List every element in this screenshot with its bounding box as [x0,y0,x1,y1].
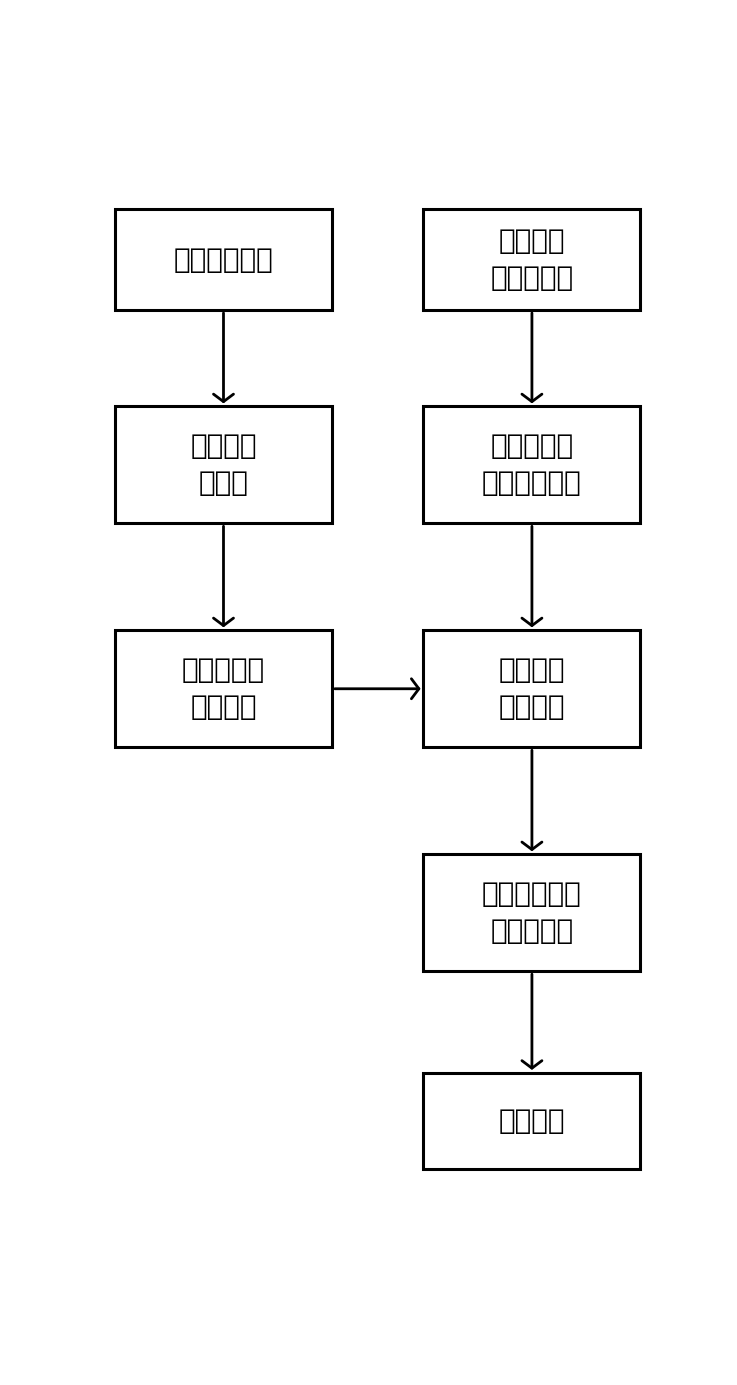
Text: 炼厂调和
组分数据库: 炼厂调和 组分数据库 [490,227,573,292]
Text: 构建调和
优化模型: 构建调和 优化模型 [499,656,565,722]
Text: 汽油总分子库: 汽油总分子库 [174,245,273,273]
FancyBboxPatch shape [423,630,640,748]
Text: 约束空间逐步
缩小法求解: 约束空间逐步 缩小法求解 [482,881,581,945]
FancyBboxPatch shape [423,1072,640,1169]
FancyBboxPatch shape [115,630,332,748]
Text: 特征匹配法
智能筛选组分: 特征匹配法 智能筛选组分 [482,432,581,497]
FancyBboxPatch shape [423,406,640,524]
FancyBboxPatch shape [423,855,640,971]
Text: 调和配方: 调和配方 [499,1107,565,1134]
FancyBboxPatch shape [423,209,640,310]
FancyBboxPatch shape [115,209,332,310]
FancyBboxPatch shape [115,406,332,524]
Text: 分子物性
数据库: 分子物性 数据库 [190,432,256,497]
Text: 分子级物性
混合规则: 分子级物性 混合规则 [182,656,265,722]
